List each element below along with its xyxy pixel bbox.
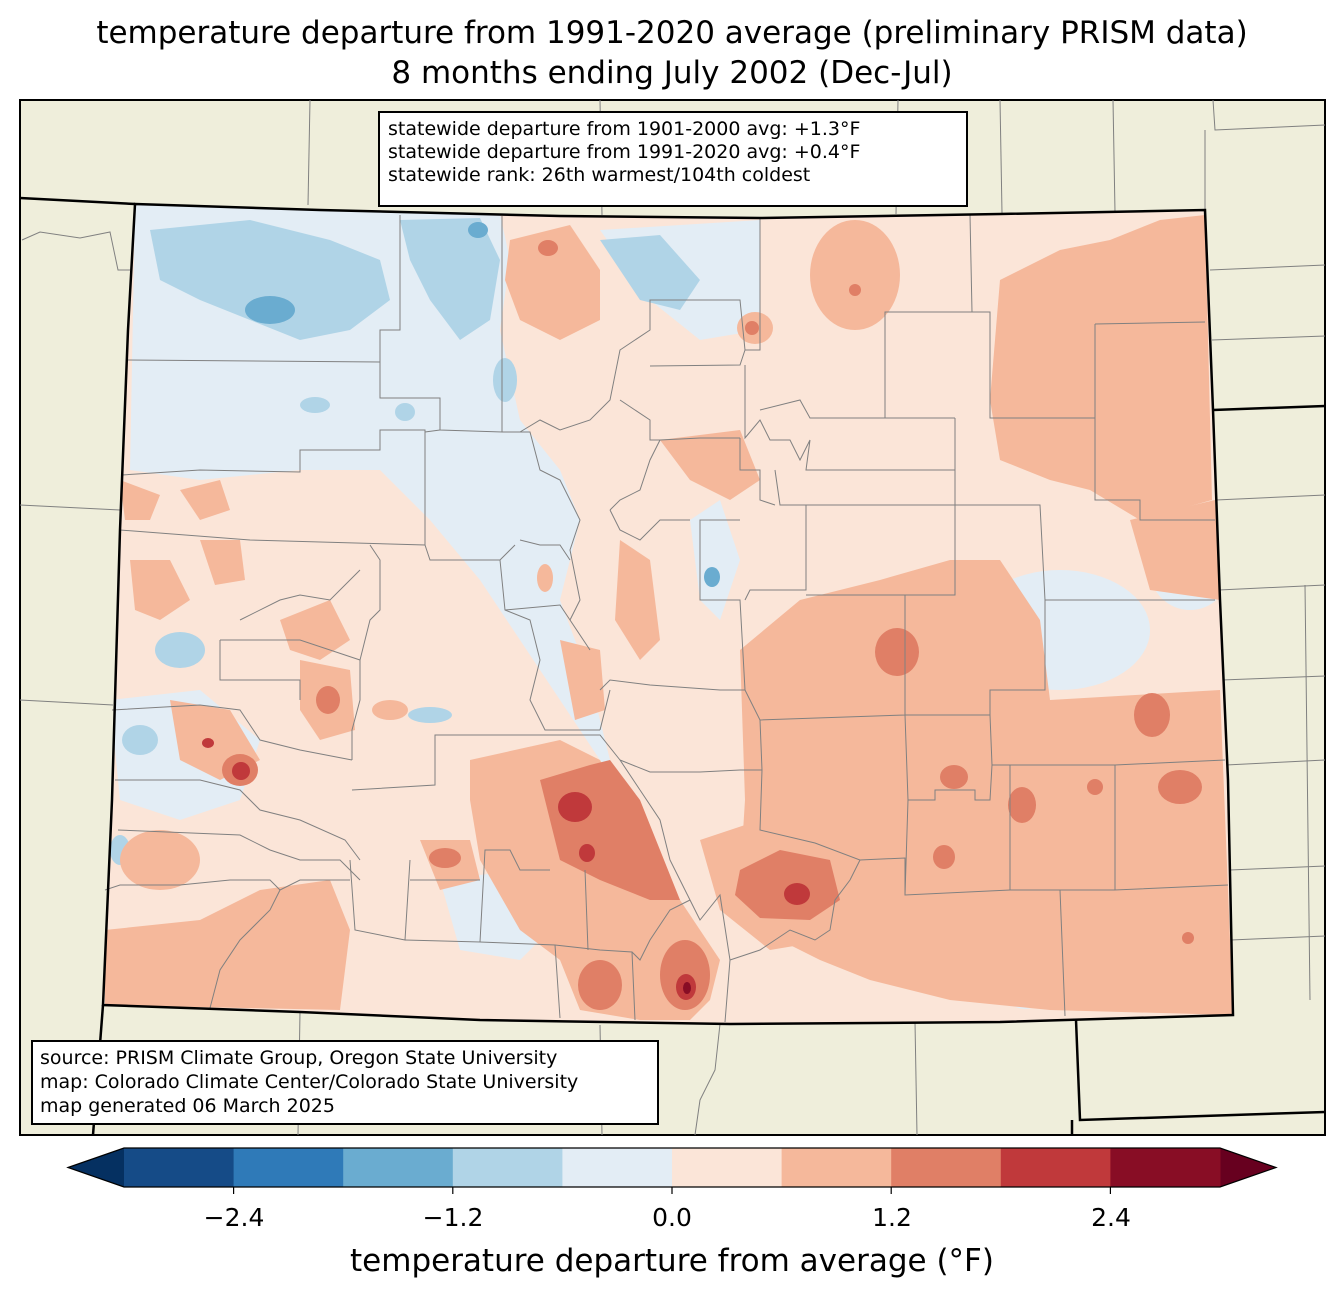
colorbar-tick-label: 1.2 <box>872 1203 912 1232</box>
colorbar-bin <box>233 1148 344 1187</box>
colorbar-tick-label: 2.4 <box>1091 1203 1131 1232</box>
cold-regions <box>110 218 700 865</box>
stats-departure-1991-2020: statewide departure from 1991-2020 avg: … <box>388 141 861 163</box>
colorbar-bin <box>562 1148 673 1187</box>
colorbar-outline <box>66 1147 1278 1188</box>
map-title: temperature departure from 1991-2020 ave… <box>96 15 1248 51</box>
colorbar-tick-label: −2.4 <box>203 1203 265 1232</box>
stats-rank: statewide rank: 26th warmest/104th colde… <box>388 164 811 186</box>
coldest-regions <box>245 222 720 587</box>
colorbar-bin <box>124 1148 235 1187</box>
hottest-regions <box>202 738 810 1000</box>
colorbar-bin <box>452 1148 563 1187</box>
colorado-county-lines <box>104 214 1229 1023</box>
colorbar-bin <box>672 1148 783 1187</box>
colorbar-bin <box>343 1148 454 1187</box>
hot-regions <box>222 240 1202 1010</box>
temperature-field <box>103 204 1233 1024</box>
warm-regions <box>105 215 1233 1020</box>
colorbar-bin <box>891 1148 1002 1187</box>
map-subtitle: 8 months ending July 2002 (Dec-Jul) <box>391 55 953 91</box>
colorbar-tick-label: 0.0 <box>652 1203 692 1232</box>
colorbar-label: temperature departure from average (°F) <box>350 1243 994 1279</box>
colorbar <box>66 1147 1278 1194</box>
map-credit: map: Colorado Climate Center/Colorado St… <box>40 1071 579 1093</box>
extreme-regions <box>683 982 691 994</box>
generated-date: map generated 06 March 2025 <box>40 1095 335 1117</box>
colorbar-bin <box>1000 1148 1111 1187</box>
stats-departure-1901-2000: statewide departure from 1901-2000 avg: … <box>388 118 861 140</box>
colorbar-bin <box>781 1148 892 1187</box>
source-box: source: PRISM Climate Group, Oregon Stat… <box>31 1040 659 1125</box>
colorbar-bin <box>1110 1148 1221 1187</box>
source-credit: source: PRISM Climate Group, Oregon Stat… <box>40 1047 558 1069</box>
colorbar-extend-high <box>1220 1148 1276 1187</box>
statewide-stats-box: statewide departure from 1901-2000 avg: … <box>378 111 968 207</box>
colorado-border <box>101 202 1235 1026</box>
colorbar-extend-low <box>68 1148 124 1187</box>
colorbar-tick-label: −1.2 <box>422 1203 484 1232</box>
